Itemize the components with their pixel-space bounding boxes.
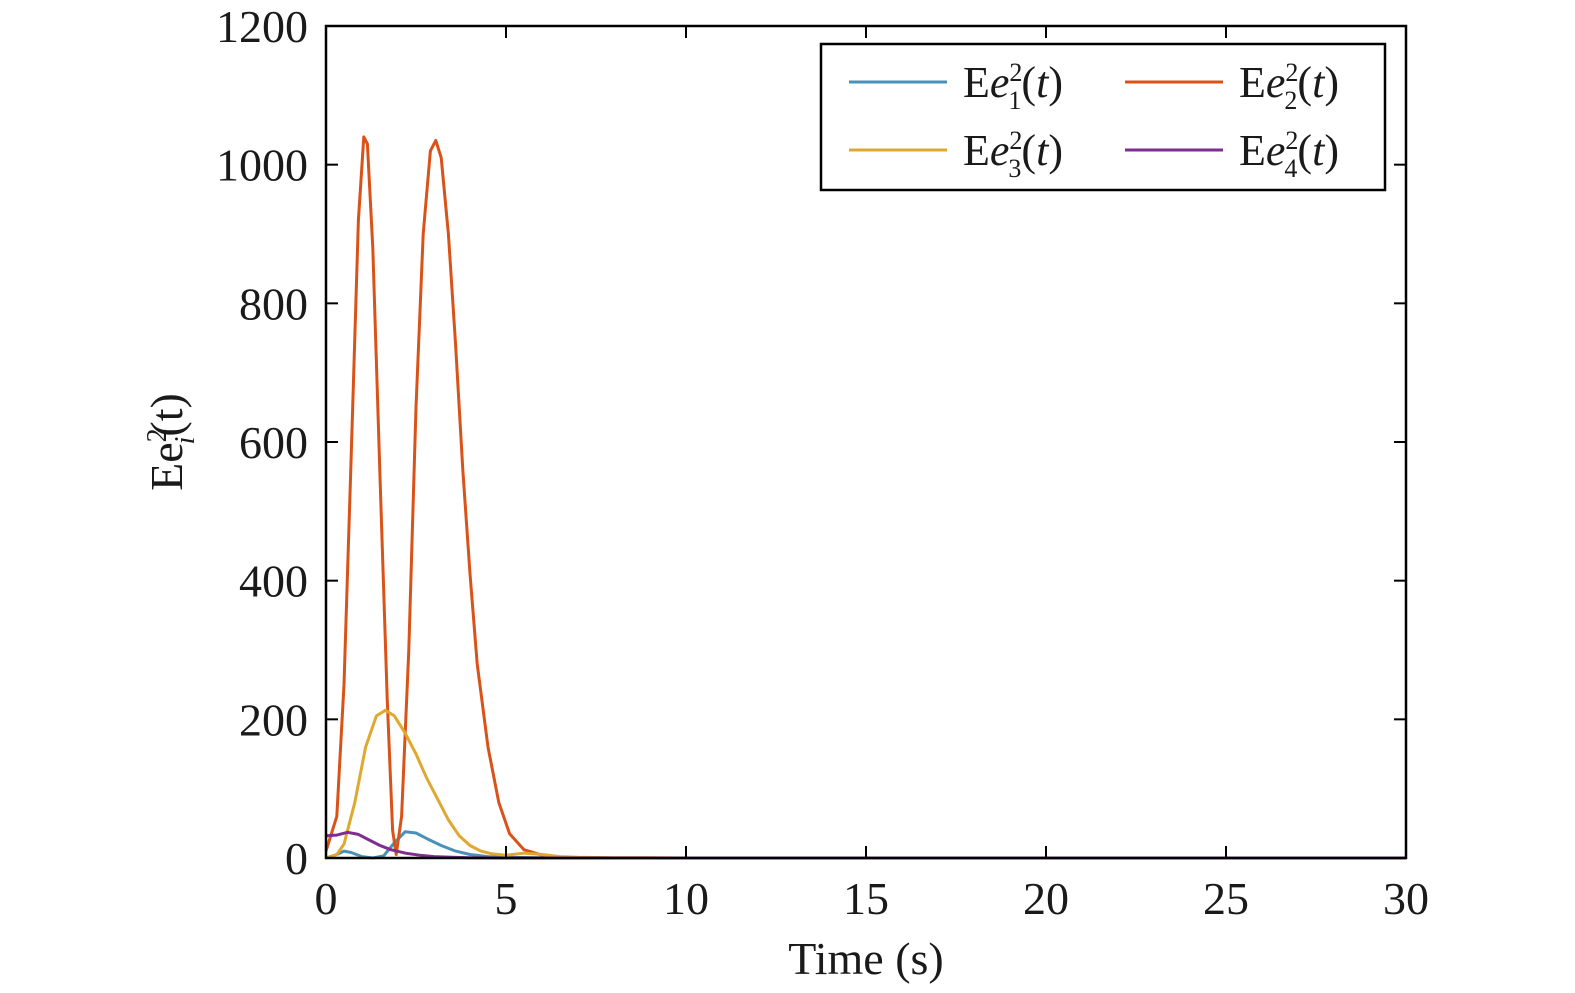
y-axis-title-base: Ee: [141, 442, 192, 491]
x-tick-label: 30: [1383, 873, 1429, 924]
ticks: [325, 25, 1407, 859]
y-tick-label: 1200: [216, 1, 308, 52]
y-tick-label: 600: [239, 417, 308, 468]
legend-item-3: Ee2 3(t): [849, 126, 1063, 183]
y-axis-title: Ee2i(t): [141, 393, 201, 491]
x-axis-title: Time (s): [788, 933, 944, 984]
x-tick-label: 10: [663, 873, 709, 924]
plot-lines: [324, 135, 1406, 860]
x-tick-label: 20: [1023, 873, 1069, 924]
y-axis-title-sup: 2: [142, 428, 173, 442]
legend-item-1: Ee2 1(t): [849, 58, 1063, 115]
series-line-3: [325, 708, 1406, 860]
x-tick-label: 0: [315, 873, 338, 924]
tick-labels: 0 5 10 15 20 25 30 0 200 400 600 800 1000 1200: [216, 1, 1429, 924]
x-tick-label: 15: [843, 873, 889, 924]
legend-label: Ee2 2(t): [1239, 58, 1339, 115]
y-tick-label: 800: [239, 278, 308, 329]
legend-item-2: Ee2 2(t): [1125, 58, 1339, 115]
y-axis-title-sub: i: [170, 437, 201, 445]
y-tick-label: 1000: [216, 140, 308, 191]
legend-label: Ee2 4(t): [1239, 126, 1339, 183]
series-line-2: [324, 135, 1406, 860]
legend-label: Ee2 3(t): [963, 126, 1063, 183]
y-tick-label: 200: [239, 694, 308, 745]
x-tick-label: 5: [495, 873, 518, 924]
y-tick-label: 400: [239, 556, 308, 607]
x-tick-label: 25: [1203, 873, 1249, 924]
legend: Ee2 1(t) Ee2 2(t) Ee2 3(t) Ee2 4(t): [819, 42, 1387, 192]
legend-label: Ee2 1(t): [963, 58, 1063, 115]
legend-box: [819, 42, 1387, 192]
legend-items: Ee2 1(t) Ee2 2(t) Ee2 3(t) Ee2 4(t): [849, 58, 1339, 183]
y-axis-title-tail: (t): [141, 393, 192, 436]
y-tick-label: 0: [285, 833, 308, 884]
legend-item-4: Ee2 4(t): [1125, 126, 1339, 183]
